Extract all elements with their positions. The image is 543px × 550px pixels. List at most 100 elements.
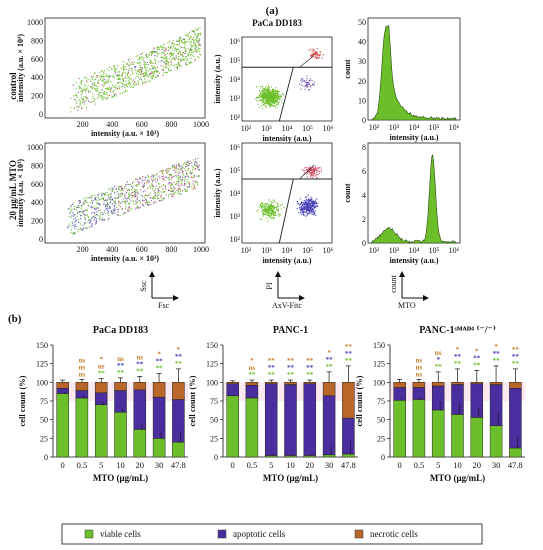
scatter-dot bbox=[189, 172, 191, 174]
scatter-dot bbox=[157, 53, 159, 55]
scatter-dot bbox=[161, 52, 163, 54]
scatter-dot bbox=[134, 84, 136, 86]
flow-dot bbox=[306, 86, 308, 88]
flow-dot bbox=[269, 93, 271, 95]
flow-dot bbox=[308, 200, 310, 202]
scatter-dot bbox=[148, 204, 150, 206]
scatter-dot bbox=[126, 198, 128, 200]
scatter-dot bbox=[73, 208, 75, 210]
scatter-dot bbox=[175, 66, 177, 68]
flow-dot bbox=[262, 203, 264, 205]
flow-dot bbox=[270, 86, 272, 88]
scatter-dot bbox=[153, 202, 155, 204]
scatter-dot bbox=[151, 183, 153, 185]
flow-dot bbox=[262, 215, 264, 217]
scatter-dot bbox=[103, 92, 105, 94]
scatter-dot bbox=[186, 58, 188, 60]
flow-dot bbox=[313, 171, 315, 173]
scatter-dot bbox=[83, 203, 85, 205]
scatter-dot bbox=[140, 57, 142, 59]
scatter-dot bbox=[172, 165, 174, 167]
scatter-dot bbox=[129, 189, 131, 191]
bar-segment-viable bbox=[393, 400, 406, 458]
x-tick-label: 1000 bbox=[193, 245, 209, 254]
scatter-dot bbox=[168, 189, 170, 191]
flow-dot bbox=[305, 80, 307, 82]
scatter-dot bbox=[125, 203, 127, 205]
significance-marker: ** bbox=[454, 360, 462, 368]
scatter-dot bbox=[136, 73, 138, 75]
flow-dot bbox=[268, 215, 270, 217]
flow-dot bbox=[259, 99, 261, 101]
scatter-dot bbox=[98, 209, 100, 211]
scatter-dot bbox=[132, 63, 134, 65]
flow-dot bbox=[314, 202, 316, 204]
scatter-dot bbox=[137, 196, 139, 198]
flow-dot bbox=[316, 167, 318, 169]
scatter-dot bbox=[154, 47, 156, 49]
flow-dot bbox=[272, 202, 274, 204]
flow-dot bbox=[306, 83, 308, 85]
scatter-dot bbox=[84, 214, 86, 216]
scatter-dot bbox=[186, 63, 188, 65]
scatter-dot bbox=[171, 183, 173, 185]
scatter-dot bbox=[144, 73, 146, 75]
scatter-dot bbox=[111, 203, 113, 205]
scatter-dot bbox=[95, 77, 97, 79]
scatter-dot bbox=[117, 65, 119, 67]
significance-marker: ** bbox=[98, 370, 106, 378]
significance-marker: ** bbox=[268, 357, 276, 365]
scatter-dot bbox=[177, 192, 179, 194]
bar-segment-apoptotic bbox=[94, 392, 108, 405]
scatter-dot bbox=[70, 206, 72, 208]
scatter-dot bbox=[87, 221, 89, 223]
flow-dot bbox=[264, 88, 266, 90]
x-tick-label: 10³ bbox=[389, 123, 400, 132]
scatter-dot bbox=[184, 180, 186, 182]
flow-dot bbox=[313, 202, 315, 204]
bar-segment-apoptotic bbox=[322, 395, 336, 456]
flow-dot bbox=[266, 212, 268, 214]
scatter-dot bbox=[70, 232, 72, 234]
flow-dot bbox=[305, 201, 307, 203]
scatter-dot bbox=[121, 188, 123, 190]
scatter-dot bbox=[188, 36, 190, 38]
flow-dot bbox=[262, 93, 264, 95]
flow-dot bbox=[263, 101, 265, 103]
scatter-dot bbox=[101, 219, 103, 221]
x-axis-title: MTO (μg/mL) bbox=[263, 473, 318, 483]
flow-dot bbox=[277, 94, 279, 96]
flow-dot bbox=[270, 102, 272, 104]
x-axis-title: intensity (a.u. × 10³) bbox=[91, 254, 159, 263]
scatter-dot bbox=[118, 86, 120, 88]
scatter-dot bbox=[196, 49, 198, 51]
flow-dot bbox=[312, 207, 314, 209]
scatter-dot bbox=[150, 197, 152, 199]
flow-dot bbox=[309, 209, 311, 211]
scatter-dot bbox=[160, 46, 162, 48]
flow-dot bbox=[274, 93, 276, 95]
y-tick-label: 50 bbox=[377, 416, 385, 425]
scatter-dot bbox=[117, 211, 119, 213]
flow-dot bbox=[306, 169, 308, 171]
scatter-dot bbox=[178, 163, 180, 165]
scatter-dot bbox=[121, 201, 123, 203]
flow-dot bbox=[313, 205, 315, 207]
legend-label-apoptotic: apoptotic cells bbox=[233, 529, 286, 539]
scatter-dot bbox=[81, 204, 83, 206]
scatter-dot bbox=[103, 219, 105, 221]
scatter-dot bbox=[115, 188, 117, 190]
scatter-dot bbox=[180, 193, 182, 195]
flow-dot bbox=[262, 87, 264, 89]
scatter-dot bbox=[132, 194, 134, 196]
scatter-dot bbox=[83, 211, 85, 213]
scatter-dot bbox=[82, 99, 84, 101]
scatter-dot bbox=[160, 194, 162, 196]
flow-dot bbox=[276, 99, 278, 101]
flow-dot bbox=[270, 216, 272, 218]
flow-dot bbox=[317, 206, 319, 208]
scatter-dot bbox=[102, 75, 104, 77]
scatter-dot bbox=[184, 190, 186, 192]
scatter-dot bbox=[171, 195, 173, 197]
x-tick-label: 0 bbox=[231, 460, 235, 470]
